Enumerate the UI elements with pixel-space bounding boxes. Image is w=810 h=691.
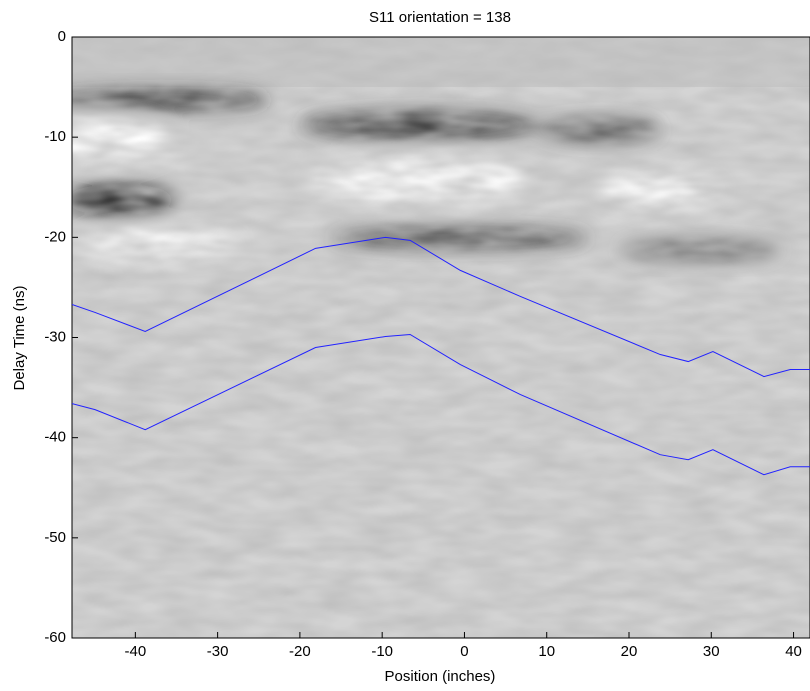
x-axis-label: Position (inches) xyxy=(385,668,496,685)
x-tick-label: -30 xyxy=(207,643,229,660)
x-tick-label: -40 xyxy=(125,643,147,660)
x-tick-label: 30 xyxy=(703,643,720,660)
x-tick-label: 20 xyxy=(621,643,638,660)
x-tick-label: -10 xyxy=(371,643,393,660)
y-axis-label: Delay Time (ns) xyxy=(11,285,28,390)
y-tick-label: -10 xyxy=(44,128,66,145)
y-tick-label: -20 xyxy=(44,228,66,245)
data-line xyxy=(72,333,810,476)
y-tick-label: -40 xyxy=(44,429,66,446)
y-tick-label: -60 xyxy=(44,629,66,646)
data-line xyxy=(72,236,810,378)
x-tick-label: -20 xyxy=(289,643,311,660)
y-tick-label: 0 xyxy=(58,28,66,45)
y-tick-label: -50 xyxy=(44,529,66,546)
x-tick-label: 40 xyxy=(785,643,802,660)
y-tick-label: -30 xyxy=(44,328,66,345)
radargram-background xyxy=(72,37,810,638)
chart-title: S11 orientation = 138 xyxy=(369,9,511,26)
x-tick-label: 10 xyxy=(538,643,555,660)
x-tick-label: 0 xyxy=(460,643,468,660)
